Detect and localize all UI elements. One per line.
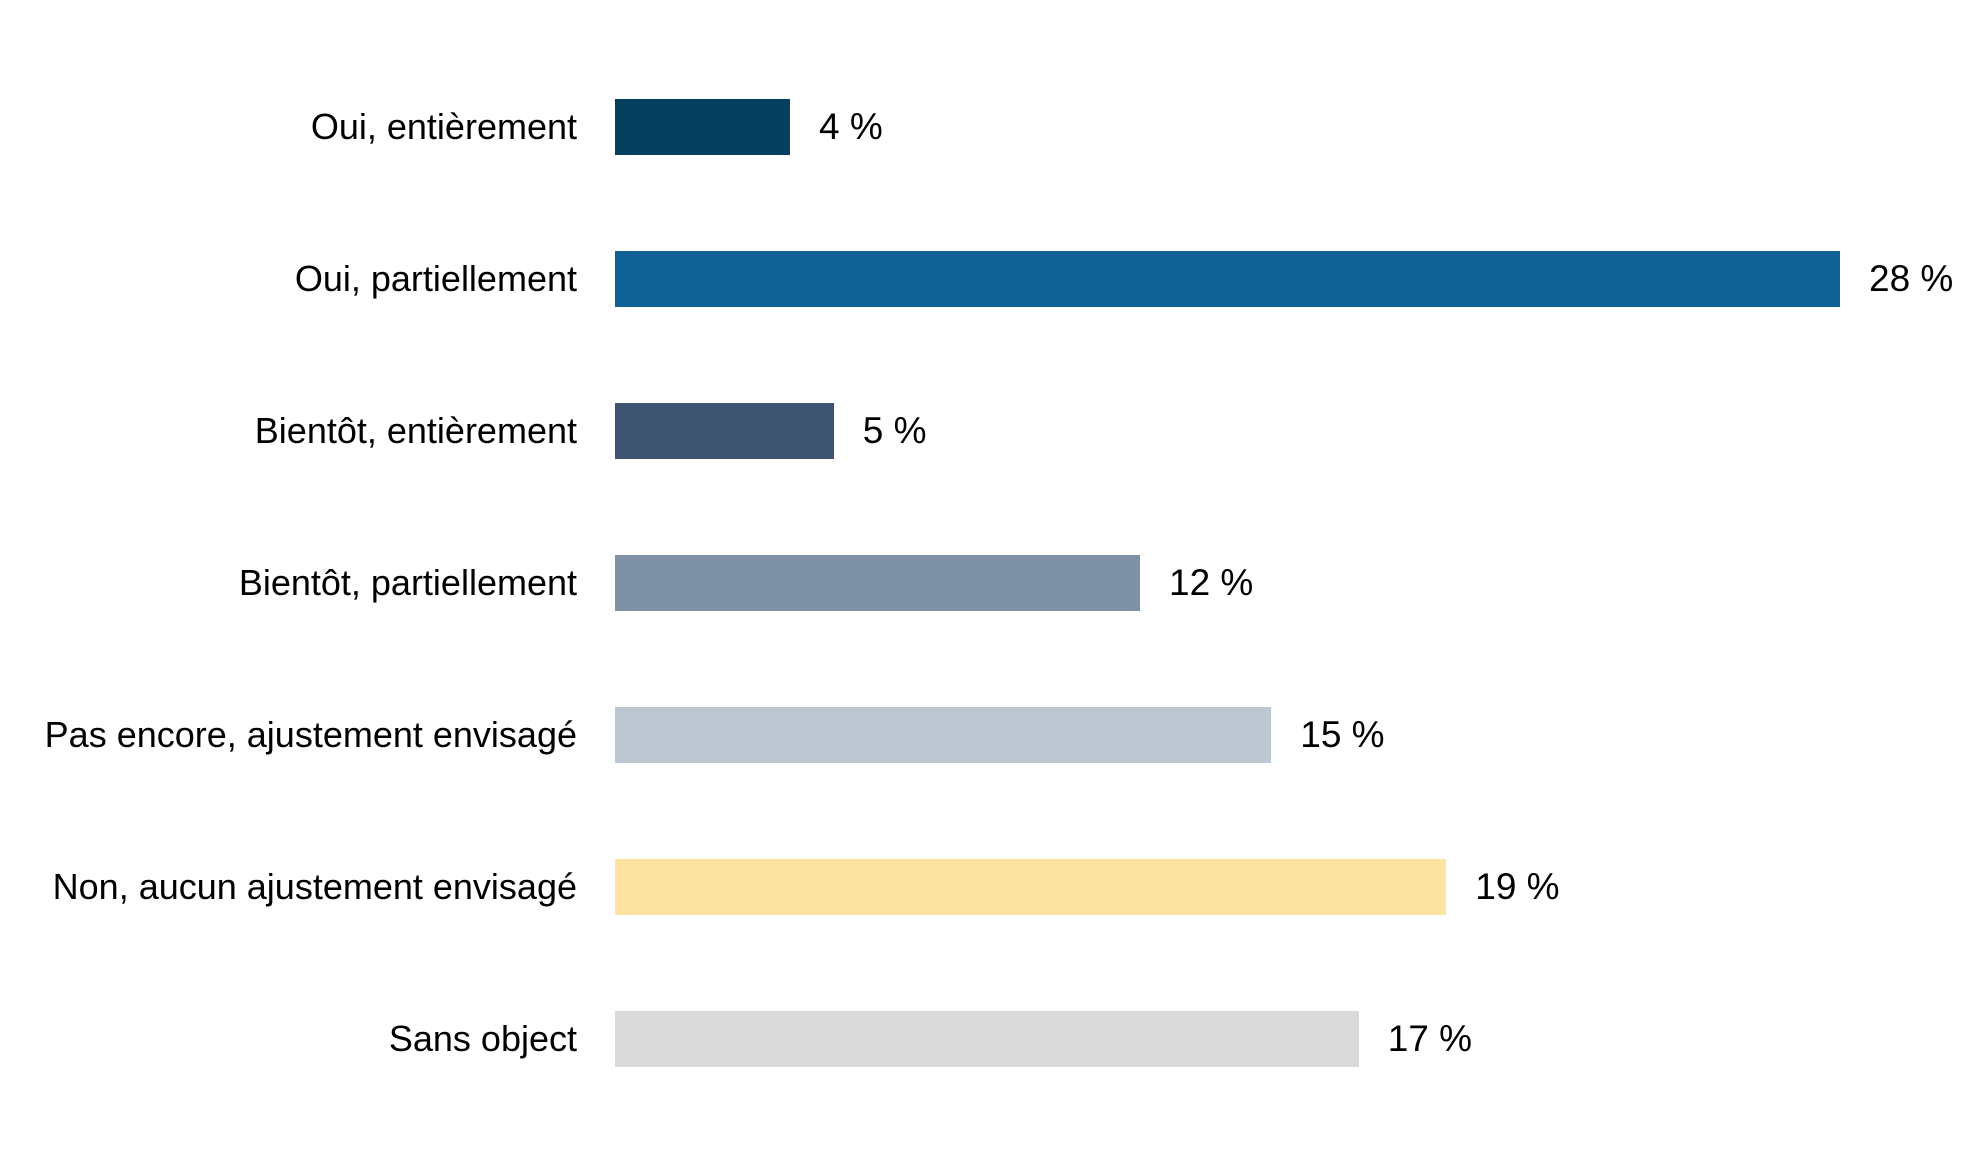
category-label: Pas encore, ajustement envisagé (44, 714, 577, 756)
bar-row-oui-partiellement: Oui, partiellement 28 % (0, 203, 1980, 355)
bar-row-pas-encore: Pas encore, ajustement envisagé 15 % (0, 659, 1980, 811)
bar (615, 403, 834, 459)
bar (615, 1011, 1359, 1067)
value-label: 19 % (1475, 866, 1560, 907)
category-label: Oui, entièrement (310, 106, 577, 148)
bar-row-bientot-partiellement: Bientôt, partiellement 12 % (0, 507, 1980, 659)
bar-row-oui-entierement: Oui, entièrement 4 % (0, 51, 1980, 203)
value-label: 12 % (1169, 562, 1254, 603)
bar-chart: Oui, entièrement 4 % Oui, partiellement … (0, 51, 1980, 1115)
category-label: Oui, partiellement (294, 258, 577, 300)
category-label: Sans object (388, 1018, 577, 1060)
value-label: 28 % (1869, 258, 1954, 299)
bar-row-non-aucun: Non, aucun ajustement envisagé 19 % (0, 811, 1980, 963)
bar (615, 555, 1140, 611)
value-label: 5 % (862, 410, 927, 451)
bar (615, 251, 1840, 307)
value-label: 17 % (1387, 1018, 1473, 1059)
value-label: 15 % (1300, 714, 1385, 755)
bar (615, 99, 790, 155)
bar (615, 707, 1272, 763)
bar (615, 859, 1447, 915)
category-label: Bientôt, entièrement (254, 410, 577, 452)
value-label: 4 % (819, 106, 883, 147)
category-label: Non, aucun ajustement envisagé (52, 866, 577, 908)
bar-row-sans-object: Sans object 17 % (0, 963, 1980, 1115)
category-label: Bientôt, partiellement (238, 562, 577, 604)
bar-row-bientot-entierement: Bientôt, entièrement 5 % (0, 355, 1980, 507)
